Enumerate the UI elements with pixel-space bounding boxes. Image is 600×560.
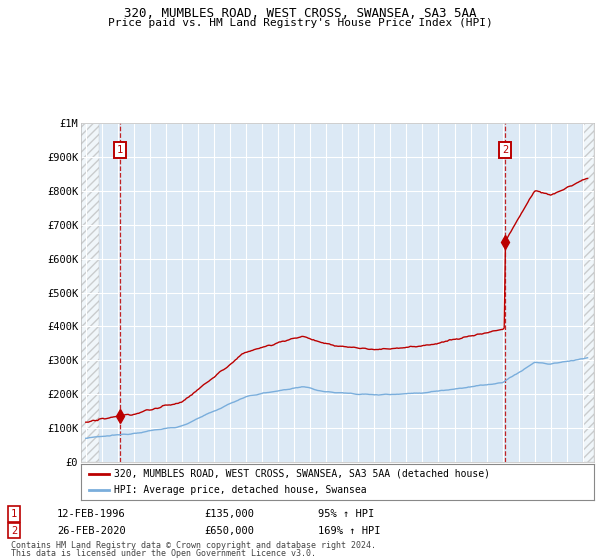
Text: 320, MUMBLES ROAD, WEST CROSS, SWANSEA, SA3 5AA (detached house): 320, MUMBLES ROAD, WEST CROSS, SWANSEA, …: [115, 469, 490, 479]
Text: 95% ↑ HPI: 95% ↑ HPI: [318, 509, 374, 519]
Text: 1: 1: [116, 145, 123, 155]
Text: 2: 2: [502, 145, 508, 155]
Text: This data is licensed under the Open Government Licence v3.0.: This data is licensed under the Open Gov…: [11, 549, 316, 558]
Text: £650,000: £650,000: [204, 526, 254, 536]
Text: 2: 2: [11, 526, 17, 536]
Text: Contains HM Land Registry data © Crown copyright and database right 2024.: Contains HM Land Registry data © Crown c…: [11, 541, 376, 550]
Text: 12-FEB-1996: 12-FEB-1996: [57, 509, 126, 519]
Text: 26-FEB-2020: 26-FEB-2020: [57, 526, 126, 536]
Text: £135,000: £135,000: [204, 509, 254, 519]
Bar: [583, 123, 594, 462]
Bar: [81, 123, 100, 462]
Text: 320, MUMBLES ROAD, WEST CROSS, SWANSEA, SA3 5AA: 320, MUMBLES ROAD, WEST CROSS, SWANSEA, …: [124, 7, 476, 20]
Text: 169% ↑ HPI: 169% ↑ HPI: [318, 526, 380, 536]
Text: HPI: Average price, detached house, Swansea: HPI: Average price, detached house, Swan…: [115, 485, 367, 495]
Text: 1: 1: [11, 509, 17, 519]
Text: Price paid vs. HM Land Registry's House Price Index (HPI): Price paid vs. HM Land Registry's House …: [107, 18, 493, 28]
